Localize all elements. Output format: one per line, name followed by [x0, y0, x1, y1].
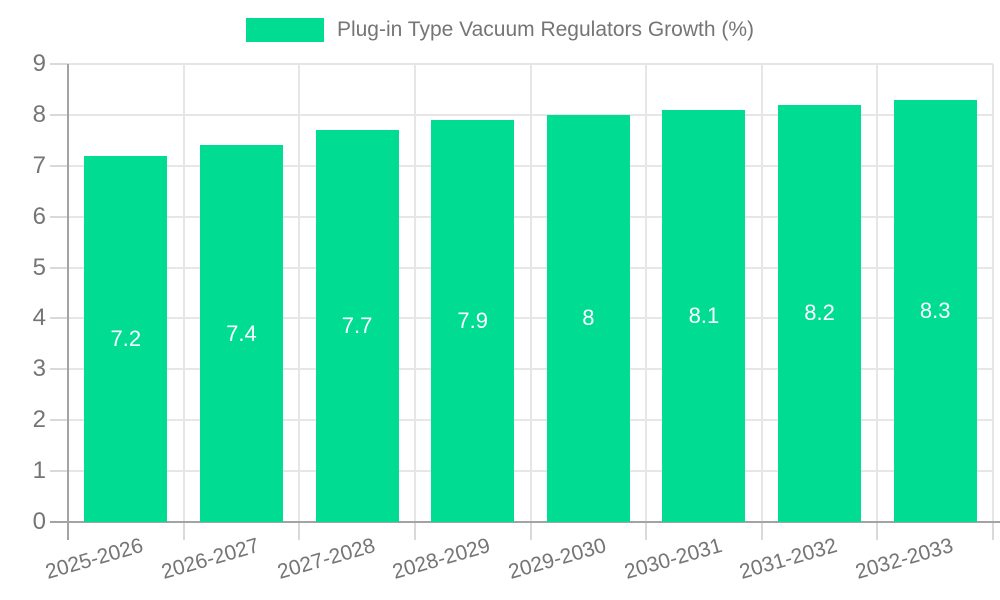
bar: 8.3 — [893, 99, 977, 522]
x-grid-line — [876, 64, 879, 522]
y-tick — [50, 164, 68, 167]
x-tick-label: 2027-2028 — [274, 534, 378, 584]
bar: 7.9 — [431, 119, 515, 522]
y-tick-label: 4 — [32, 304, 46, 332]
x-tick-label: 2031-2032 — [737, 534, 840, 584]
bar: 7.4 — [199, 145, 283, 522]
y-tick — [50, 113, 68, 116]
x-tick-label: 2026-2027 — [158, 534, 262, 584]
bar-value-label: 8.2 — [804, 300, 835, 326]
bar-value-label: 7.2 — [110, 325, 142, 351]
y-axis-line — [67, 64, 69, 540]
legend-item[interactable]: Plug-in Type Vacuum Regulators Growth (%… — [245, 18, 755, 42]
bar-value-label: 8 — [582, 305, 595, 331]
x-tick — [645, 522, 648, 540]
x-tick — [876, 522, 879, 540]
y-tick — [50, 266, 68, 269]
y-tick — [50, 317, 68, 320]
y-tick — [50, 63, 68, 65]
bar: 8.2 — [778, 104, 862, 522]
x-grid-line — [298, 64, 301, 522]
x-tick — [298, 522, 301, 540]
legend-swatch — [245, 18, 324, 42]
x-grid-line — [182, 64, 185, 522]
x-tick — [182, 522, 185, 540]
y-tick-label: 5 — [32, 253, 46, 281]
legend: Plug-in Type Vacuum Regulators Growth (%… — [0, 18, 1000, 42]
bar-value-label: 8.1 — [688, 302, 720, 328]
bar-value-label: 8.3 — [919, 297, 951, 323]
y-tick-label: 8 — [32, 100, 46, 128]
y-tick-label: 9 — [32, 50, 46, 77]
y-tick — [50, 368, 68, 371]
y-tick-label: 3 — [32, 355, 46, 383]
x-grid-line — [992, 64, 994, 522]
y-tick-label: 7 — [32, 151, 46, 179]
x-tick — [413, 522, 416, 540]
bar-value-label: 7.9 — [457, 307, 488, 333]
y-tick-label: 6 — [32, 202, 46, 230]
x-tick-label: 2025-2026 — [43, 534, 147, 584]
legend-label: Plug-in Type Vacuum Regulators Growth (%… — [336, 18, 755, 41]
x-tick — [760, 522, 763, 540]
x-grid-line — [529, 64, 532, 522]
bar-value-label: 7.4 — [226, 320, 257, 346]
x-tick-label: 2029-2030 — [505, 534, 609, 584]
y-tick-label: 2 — [32, 406, 46, 434]
y-tick — [50, 419, 68, 422]
x-grid-line — [760, 64, 763, 522]
bar: 7.2 — [84, 155, 168, 522]
y-tick — [50, 470, 68, 473]
x-axis-line — [50, 521, 1000, 523]
bar: 8 — [546, 114, 630, 522]
x-tick-label: 2032-2033 — [852, 534, 956, 584]
y-tick — [50, 215, 68, 218]
bar-value-label: 7.7 — [341, 313, 373, 339]
x-tick — [529, 522, 532, 540]
bar: 7.7 — [315, 130, 399, 522]
x-tick-label: 2028-2029 — [390, 534, 494, 584]
x-grid-line — [413, 64, 416, 522]
x-tick-label: 2030-2031 — [621, 534, 725, 584]
bar: 8.1 — [662, 109, 746, 522]
y-tick-label: 0 — [32, 508, 46, 535]
y-tick-label: 1 — [32, 457, 46, 485]
x-grid-line — [645, 64, 648, 522]
x-tick — [992, 522, 994, 540]
